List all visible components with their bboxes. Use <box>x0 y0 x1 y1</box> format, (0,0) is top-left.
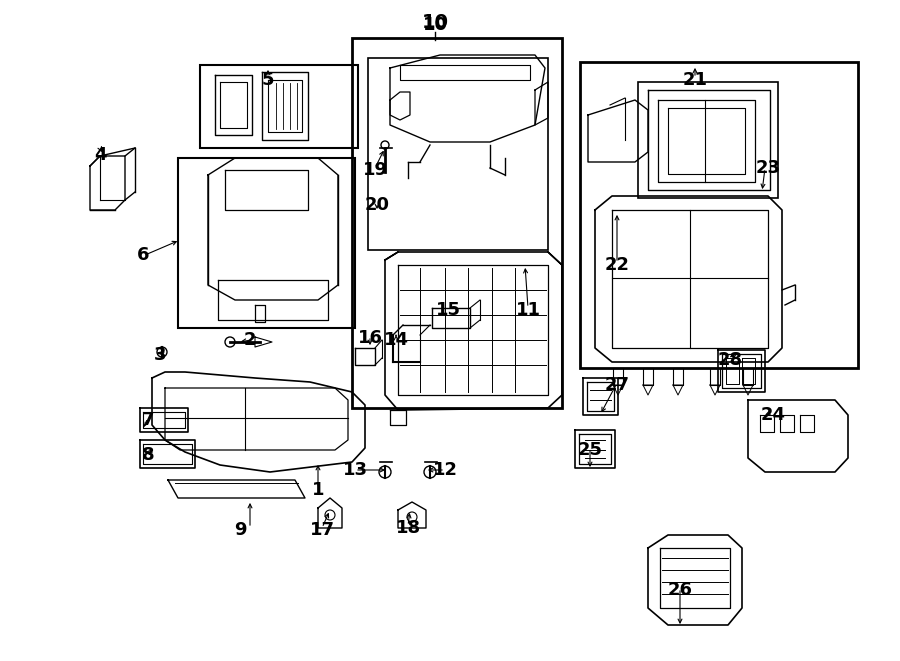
Text: 22: 22 <box>605 256 629 274</box>
Text: 25: 25 <box>578 441 602 459</box>
Text: 27: 27 <box>605 376 629 394</box>
Text: 17: 17 <box>310 521 335 539</box>
Text: 15: 15 <box>436 301 461 319</box>
Text: 5: 5 <box>262 71 274 89</box>
Text: 14: 14 <box>383 331 409 349</box>
Bar <box>178 158 355 328</box>
Text: 23: 23 <box>755 159 780 177</box>
Text: 20: 20 <box>364 196 390 214</box>
Bar <box>580 62 858 368</box>
Text: 13: 13 <box>343 461 367 479</box>
Text: 9: 9 <box>234 521 247 539</box>
Text: 10: 10 <box>421 13 448 32</box>
Text: 26: 26 <box>668 581 692 599</box>
Bar <box>352 38 562 408</box>
Text: 10: 10 <box>422 16 447 34</box>
Text: 1: 1 <box>311 481 324 499</box>
Text: 11: 11 <box>516 301 541 319</box>
Text: 21: 21 <box>682 71 707 89</box>
Bar <box>638 82 778 198</box>
Text: 3: 3 <box>154 346 166 364</box>
Text: 24: 24 <box>760 406 786 424</box>
Text: 12: 12 <box>433 461 457 479</box>
Text: 19: 19 <box>363 161 388 179</box>
Text: 7: 7 <box>142 411 154 429</box>
Bar <box>368 58 548 250</box>
Text: 18: 18 <box>395 519 420 537</box>
Text: 4: 4 <box>94 146 106 164</box>
Text: 6: 6 <box>137 246 149 264</box>
Text: 8: 8 <box>141 446 154 464</box>
Text: 28: 28 <box>717 351 742 369</box>
Text: 16: 16 <box>357 329 382 347</box>
Bar <box>200 65 358 148</box>
Text: 2: 2 <box>244 331 256 349</box>
